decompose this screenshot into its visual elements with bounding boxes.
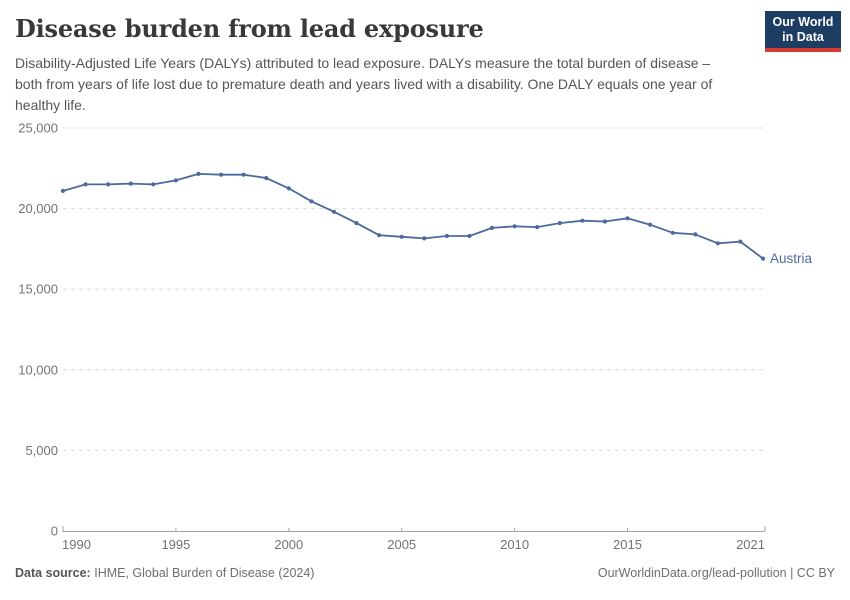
data-point[interactable]: [760, 256, 766, 261]
data-line: [62, 172, 764, 260]
x-tick-label: 1995: [161, 537, 190, 552]
data-point[interactable]: [738, 239, 743, 244]
data-point[interactable]: [422, 236, 427, 241]
data-point[interactable]: [196, 171, 201, 176]
data-point[interactable]: [331, 209, 337, 214]
owid-logo-line1: Our World: [772, 14, 834, 29]
data-point[interactable]: [173, 178, 178, 183]
data-point[interactable]: [241, 172, 246, 177]
y-tick-label: 0: [51, 524, 58, 539]
data-point[interactable]: [309, 199, 314, 204]
x-tick-label: 2000: [274, 537, 303, 552]
data-point[interactable]: [399, 234, 404, 239]
data-point[interactable]: [377, 233, 382, 238]
data-point[interactable]: [444, 233, 449, 239]
data-point[interactable]: [106, 182, 111, 187]
chart-footer: Data source: IHME, Global Burden of Dise…: [15, 566, 835, 580]
owid-logo-line2: in Data: [782, 29, 824, 44]
data-point[interactable]: [648, 222, 653, 227]
page-title: Disease burden from lead exposure: [15, 14, 484, 43]
x-tick-label: 2010: [500, 537, 529, 552]
data-point[interactable]: [219, 172, 224, 177]
series-label: Austria: [770, 251, 813, 266]
data-point[interactable]: [286, 186, 291, 191]
data-point[interactable]: [128, 181, 133, 186]
data-point[interactable]: [151, 182, 156, 187]
data-point[interactable]: [557, 221, 562, 226]
y-tick-label: 25,000: [18, 121, 58, 136]
owid-cc-link[interactable]: OurWorldinData.org/lead-pollution | CC B…: [597, 566, 835, 580]
data-point[interactable]: [60, 188, 66, 193]
y-tick-label: 15,000: [18, 282, 58, 297]
data-point[interactable]: [467, 233, 472, 239]
x-tick-label: 1990: [62, 537, 91, 552]
data-point[interactable]: [602, 219, 608, 224]
y-tick-label: 20,000: [18, 201, 58, 216]
data-point[interactable]: [670, 230, 675, 235]
data-point[interactable]: [354, 221, 359, 226]
data-source: Data source: IHME, Global Burden of Dise…: [15, 566, 314, 580]
data-point[interactable]: [512, 224, 517, 229]
owid-logo[interactable]: Our World in Data: [765, 11, 841, 52]
data-point[interactable]: [264, 175, 269, 181]
data-point[interactable]: [715, 241, 720, 246]
x-tick-label: 2021: [736, 537, 765, 552]
chart-subtitle: Disability-Adjusted Life Years (DALYs) a…: [15, 55, 713, 113]
data-point[interactable]: [489, 225, 495, 230]
data-source-text: IHME, Global Burden of Disease (2024): [94, 566, 315, 580]
data-point[interactable]: [580, 218, 585, 223]
data-point[interactable]: [693, 232, 698, 237]
data-source-label: Data source:: [15, 566, 91, 580]
data-point[interactable]: [83, 182, 88, 187]
y-tick-label: 5,000: [25, 443, 58, 458]
data-point[interactable]: [535, 225, 540, 230]
x-tick-label: 2005: [387, 537, 416, 552]
data-point[interactable]: [625, 216, 630, 221]
x-tick-label: 2015: [613, 537, 642, 552]
y-tick-label: 10,000: [18, 362, 58, 377]
